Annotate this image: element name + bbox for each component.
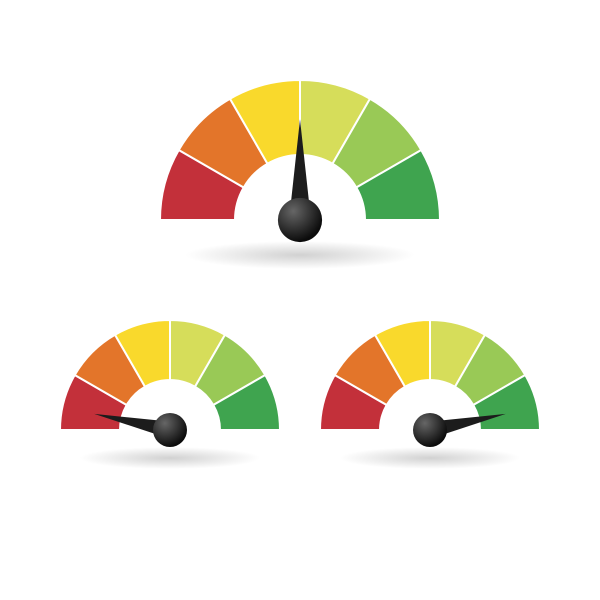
gauge-infographic: { "infographic": { "type": "infographic"… — [0, 0, 600, 600]
gauge-shadow — [340, 447, 520, 469]
gauge-left — [58, 318, 282, 597]
gauge-hub — [153, 413, 187, 447]
gauge-hub — [278, 198, 322, 242]
gauge-hub — [413, 413, 447, 447]
gauge-shadow — [80, 447, 260, 469]
gauge-right — [318, 318, 542, 597]
gauge-shadow — [185, 241, 415, 269]
